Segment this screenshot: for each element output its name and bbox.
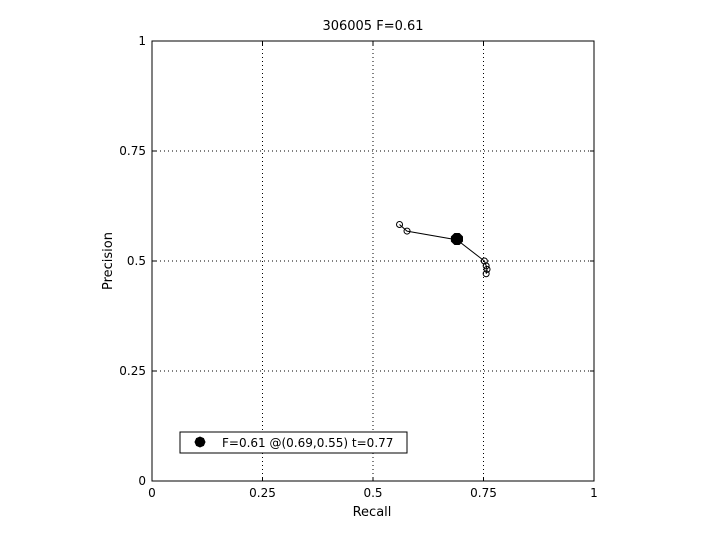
series: [396, 220, 491, 278]
data-point: [480, 257, 488, 265]
best-point-marker: [450, 233, 463, 245]
y-tick-label: 1: [138, 34, 146, 48]
y-tick-label: 0.75: [119, 144, 146, 158]
data-point: [396, 220, 404, 228]
ticks: 0 0.25 0.5 0.75 1 0 0.25 0.5 0.75 1: [119, 34, 598, 500]
y-tick-label: 0: [138, 474, 146, 488]
y-tick-label: 0.25: [119, 364, 146, 378]
data-point: [483, 265, 491, 273]
y-axis-label: Precision: [101, 232, 116, 290]
legend-marker: [194, 436, 206, 448]
legend-box: [179, 431, 408, 454]
legend-label: F=0.61 @(0.69,0.55) t=0.77: [222, 436, 393, 450]
x-tick-label: 0.25: [249, 486, 276, 500]
x-tick-label: 0: [148, 486, 156, 500]
chart-title: 306005 F=0.61: [322, 19, 423, 34]
series-line: [399, 224, 488, 274]
data-point: [403, 227, 411, 235]
data-point: [482, 262, 490, 270]
data-point: [482, 270, 490, 278]
y-tick-label: 0.5: [127, 254, 146, 268]
legend: F=0.61 @(0.69,0.55) t=0.77: [179, 431, 408, 454]
grid: [152, 41, 594, 481]
best-point: [450, 233, 463, 245]
x-tick-label: 0.75: [470, 486, 497, 500]
x-tick-label: 0.5: [363, 486, 382, 500]
x-axis-label: Recall: [353, 505, 392, 520]
x-tick-label: 1: [590, 486, 598, 500]
